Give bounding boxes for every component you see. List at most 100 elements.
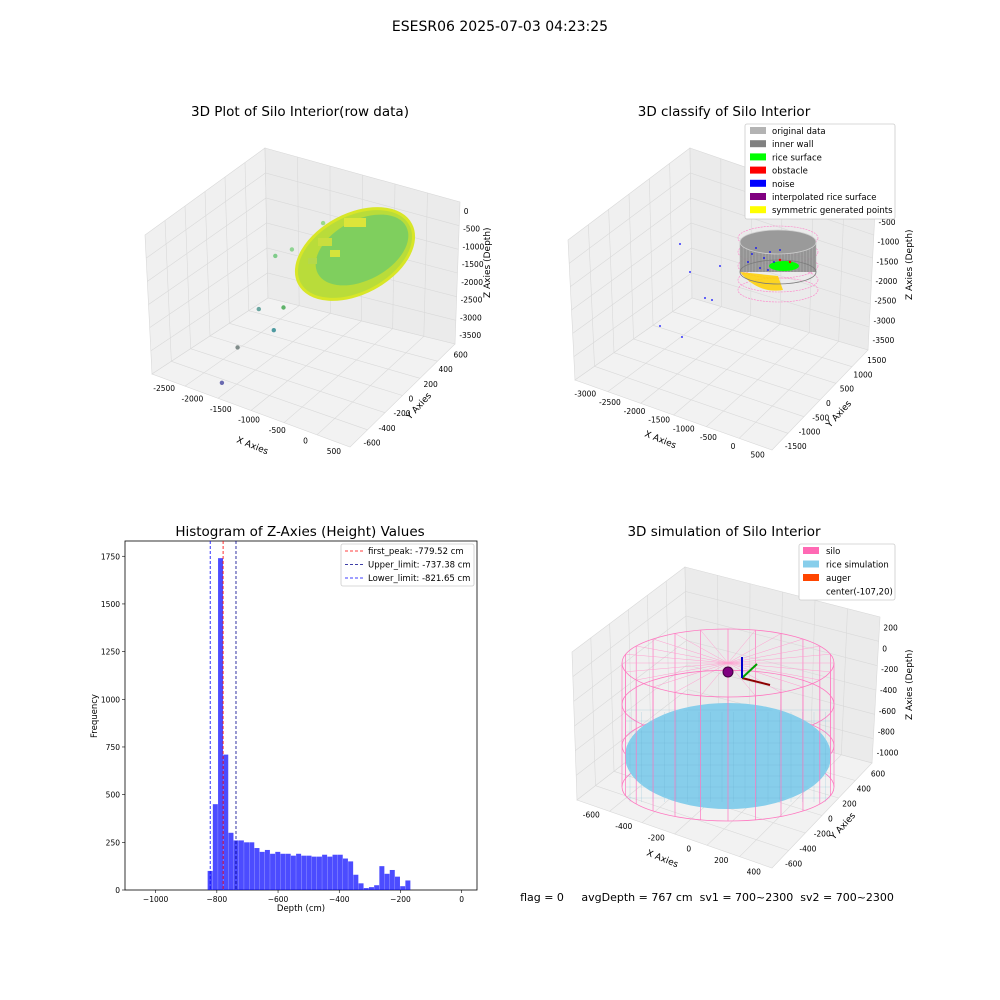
outlier-point	[256, 306, 261, 312]
histogram-ticks: −1000 −800 −600 −400 −200 0 0 250 500 750 1000 1250…	[101, 552, 464, 904]
panel4-ticks: -600-400-2000200400-600-400-200020040060…	[583, 623, 899, 876]
y-tick-label: -400	[799, 845, 816, 854]
outlier-point	[281, 305, 286, 310]
histogram-bar	[244, 842, 250, 890]
panel4-silo-wireframe	[621, 628, 835, 822]
y-tick-label: -600	[364, 439, 381, 448]
x-tick-label: −1000	[143, 895, 169, 904]
panel4-title: 3D simulation of Silo Interior	[627, 524, 821, 540]
z-tick-label: -2000	[876, 277, 898, 286]
histogram-bar	[358, 883, 364, 890]
x-tick-label: -1500	[648, 416, 670, 425]
z-tick-label: -400	[880, 686, 897, 695]
z-tick-label: -200	[881, 665, 898, 674]
noise-point	[689, 271, 691, 273]
z-tick-label: -1000	[462, 242, 484, 251]
panel4-zlabel: Z Axies (Depth)	[905, 649, 915, 720]
legend-label: auger	[826, 574, 851, 584]
legend-label: center(-107,20)	[826, 588, 893, 598]
y-tick-label: -1500	[785, 442, 807, 451]
z-tick-label: -3500	[873, 336, 895, 345]
y-tick-label: 1500	[867, 356, 886, 365]
silo-wire	[652, 662, 729, 688]
silo-envelope-ring	[737, 277, 819, 303]
histogram-bar	[327, 856, 333, 890]
noise-point	[719, 265, 721, 267]
x-tick-label: -1000	[238, 416, 260, 425]
histogram-bar	[306, 855, 312, 890]
histogram-legend-frame	[340, 543, 475, 587]
silo-wire	[727, 662, 804, 688]
histogram-bar	[400, 886, 406, 890]
x-tick-label: 0	[686, 845, 691, 854]
z-tick-label: -1000	[877, 749, 899, 758]
y-tick-label: 400	[857, 785, 872, 794]
x-tick-label: -500	[700, 433, 717, 442]
z-tick-label: -3000	[460, 313, 482, 322]
y-tick-label: -200	[394, 409, 411, 418]
silo-wire	[700, 662, 729, 697]
panel-histogram: Histogram of Z-Axies (Height) Values −10…	[90, 524, 478, 914]
panel1-title: 3D Plot of Silo Interior(row data)	[191, 104, 409, 120]
silo-wire	[625, 653, 729, 664]
panel1-zlabel: Z Axies (Depth)	[483, 227, 493, 298]
x-tick-label: -200	[648, 833, 665, 842]
legend-swatch	[750, 166, 766, 174]
status-line: flag = 0 avgDepth = 767 cm sv1 = 700~230…	[520, 891, 894, 904]
x-tick-label: 500	[751, 451, 766, 460]
panel3-title: Histogram of Z-Axies (Height) Values	[175, 524, 424, 540]
histogram-bar	[296, 853, 302, 890]
histogram-bar	[223, 754, 229, 890]
x-tick-label: 400	[747, 867, 762, 876]
legend-swatch	[750, 140, 766, 148]
x-tick-label: −600	[268, 895, 289, 904]
histogram-bar	[270, 853, 276, 890]
panel2-title: 3D classify of Silo Interior	[638, 104, 811, 120]
y-tick-label: 400	[439, 365, 454, 374]
silo-wire	[700, 629, 729, 664]
z-tick-label: 0	[464, 207, 469, 216]
y-tick-label: 1000	[101, 695, 120, 704]
silo-wire	[727, 662, 756, 697]
panel4-legend-frame	[798, 543, 896, 601]
histogram-legend: first_peak: -779.52 cm Upper_limit: -737.…	[340, 543, 475, 587]
legend-label: obstacle	[772, 167, 808, 177]
y-tick-label: -1000	[799, 428, 821, 437]
y-tick-label: 750	[106, 743, 121, 752]
histogram-bar	[285, 853, 291, 890]
panel2-legend: original data inner wall rice surface obsta…	[744, 123, 896, 220]
histogram-bar	[275, 851, 281, 890]
auger-axis-y	[741, 663, 758, 679]
grid-line	[573, 272, 870, 357]
grid-line	[575, 664, 875, 751]
outlier-point	[273, 253, 278, 259]
panel1-fragment	[308, 258, 317, 264]
y-tick-label: 200	[424, 380, 439, 389]
grid-line	[672, 311, 853, 367]
y-tick-label: 0	[826, 399, 831, 408]
x-tick-label: -1500	[210, 405, 232, 414]
silo-wire	[674, 662, 729, 693]
y-tick-label: 0	[409, 395, 414, 404]
obstacle-point	[788, 260, 792, 264]
x-tick-label: −800	[207, 895, 228, 904]
histogram-bar	[353, 874, 359, 890]
legend-label: noise	[772, 180, 795, 190]
rice-surface	[769, 261, 799, 271]
y-tick-label: -500	[812, 413, 829, 422]
histogram-plot-frame	[124, 540, 478, 891]
grid-line	[572, 247, 871, 334]
x-tick-label: -600	[583, 811, 600, 820]
y-tick-label: 500	[106, 791, 121, 800]
x-tick-label: 0	[731, 442, 736, 451]
panel2-classified-cylinder	[659, 225, 819, 338]
x-tick-label: 0	[303, 436, 308, 445]
outlier-point	[320, 220, 326, 226]
x-tick-label: -2000	[182, 395, 204, 404]
legend-swatch	[750, 206, 766, 214]
y-tick-label: 600	[871, 770, 886, 779]
noise-point	[681, 336, 683, 338]
x-tick-label: -500	[269, 426, 286, 435]
noise-point	[767, 269, 769, 271]
